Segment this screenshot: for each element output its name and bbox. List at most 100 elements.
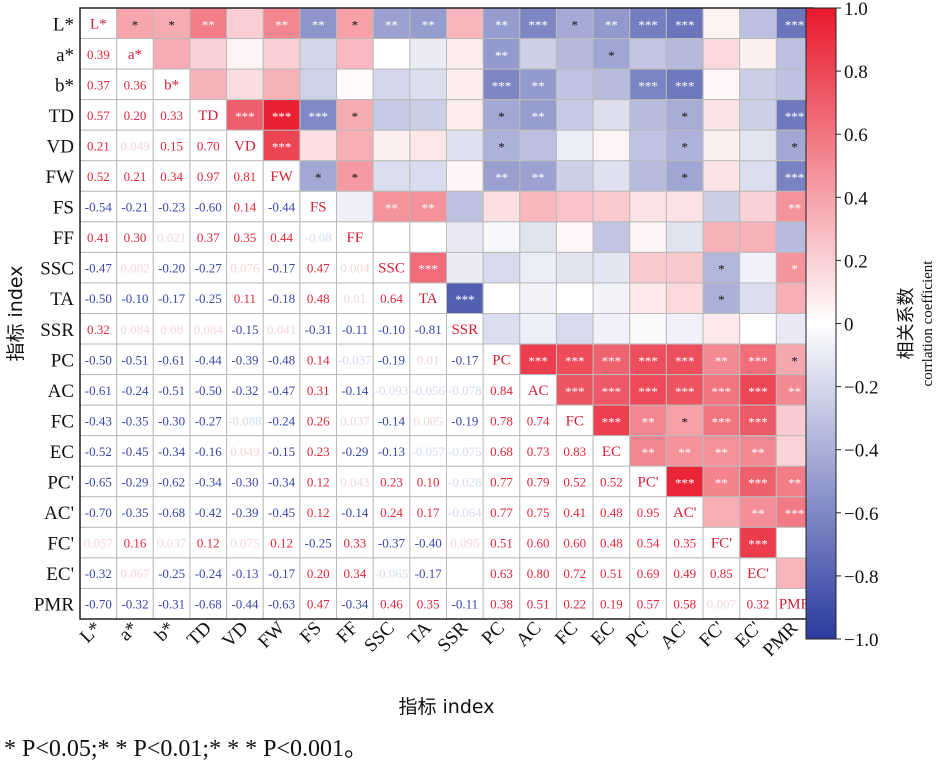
correlation-value: 0.48: [600, 536, 623, 551]
upper-cell: [372, 68, 411, 101]
lower-cell: [226, 374, 264, 406]
correlation-value: 0.043: [340, 475, 369, 490]
correlation-value: -0.51: [121, 352, 148, 367]
upper-cell: [189, 38, 228, 70]
significance-stars: ***: [748, 537, 768, 552]
correlation-value: 0.46: [380, 597, 403, 612]
significance-stars: **: [788, 476, 801, 491]
lower-cell: [152, 282, 191, 315]
x-tick-label: a*: [115, 618, 143, 646]
diagonal-label: b*: [164, 77, 179, 93]
diagonal-label: EC': [747, 566, 769, 582]
correlation-value: 0.10: [417, 475, 440, 490]
upper-cell: [519, 313, 557, 345]
lower-cell: [262, 282, 301, 315]
upper-cell: [152, 38, 191, 70]
significance-stars: ***: [675, 17, 695, 32]
correlation-value: 0.19: [600, 597, 623, 612]
lower-cell: [189, 190, 228, 223]
correlation-value: -0.81: [415, 322, 442, 337]
upper-cell: [299, 7, 338, 40]
upper-cell: [739, 38, 777, 70]
lower-cell: [409, 313, 448, 345]
lower-cell: [262, 557, 301, 589]
upper-cell: [555, 251, 594, 284]
significance-stars: **: [605, 17, 618, 32]
correlation-value: -0.37: [378, 536, 406, 551]
significance-stars: *: [498, 139, 505, 154]
correlation-value: 0.75: [527, 505, 550, 520]
correlation-value: -0.40: [415, 536, 442, 551]
lower-cell: [262, 190, 301, 223]
lower-cell: [409, 496, 448, 528]
significance-stars: *: [352, 109, 359, 124]
diagonal-label: FW: [270, 169, 293, 185]
correlation-value: 0.021: [157, 230, 186, 245]
upper-cell: [665, 374, 704, 406]
upper-cell: [629, 160, 667, 192]
upper-cell: [592, 38, 631, 70]
upper-cell: [739, 374, 777, 406]
lower-cell: [189, 557, 228, 589]
significance-stars: ***: [675, 353, 695, 368]
colorbar-tick-label: 0.6: [844, 125, 868, 146]
y-tick-label: AC: [48, 381, 74, 402]
x-tick-label: VD: [218, 618, 252, 652]
x-tick-label: FC: [551, 618, 582, 649]
correlation-value: -0.10: [378, 322, 405, 337]
correlation-value: 0.15: [160, 138, 183, 153]
upper-cell: [629, 313, 667, 345]
upper-cell: [226, 7, 264, 40]
lower-cell: [372, 587, 411, 620]
lower-cell: [189, 496, 228, 528]
upper-cell: [555, 343, 594, 376]
diagonal-cell: [262, 160, 301, 192]
lower-cell: [446, 557, 484, 589]
y-tick-label: SSC: [40, 259, 74, 280]
upper-cell: [409, 68, 448, 101]
lower-cell: [446, 374, 484, 406]
correlation-value: -0.064: [448, 505, 482, 520]
significance-stars: *: [718, 292, 725, 307]
correlation-value: -0.63: [268, 597, 295, 612]
significance-stars: *: [572, 17, 579, 32]
upper-cell: [592, 313, 631, 345]
significance-stars: *: [315, 170, 322, 185]
x-tick-label: AC': [656, 618, 692, 654]
lower-cell: [336, 404, 374, 437]
lower-cell: [482, 526, 521, 559]
upper-cell: [739, 68, 777, 101]
correlation-value: 0.72: [563, 566, 586, 581]
x-tick-label: SSC: [360, 618, 399, 657]
upper-cell: [665, 160, 704, 192]
correlation-value: -0.34: [268, 475, 296, 490]
upper-cell: [702, 38, 741, 70]
significance-stars: **: [715, 445, 728, 460]
significance-stars: **: [312, 17, 325, 32]
significance-stars: *: [681, 414, 688, 429]
lower-cell: [262, 313, 301, 345]
correlation-value: -0.27: [195, 261, 223, 276]
correlation-value: 0.51: [527, 597, 550, 612]
upper-cell: [519, 221, 557, 253]
correlation-value: -0.39: [231, 352, 258, 367]
significance-stars: **: [385, 17, 398, 32]
upper-cell: [592, 404, 631, 437]
correlation-value: 0.69: [637, 566, 660, 581]
correlation-value: 0.57: [637, 597, 660, 612]
diagonal-label: a*: [128, 47, 142, 63]
x-tick-label: EC: [587, 618, 619, 650]
lower-cell: [336, 251, 374, 284]
correlation-value: -0.14: [341, 505, 369, 520]
correlation-value: -0.44: [268, 200, 296, 215]
significance-stars: ***: [748, 353, 768, 368]
upper-cell: [739, 465, 777, 498]
upper-cell: [702, 374, 741, 406]
correlation-value: 0.78: [490, 413, 513, 428]
correlation-value: -0.60: [195, 200, 222, 215]
correlation-value: -0.23: [158, 200, 185, 215]
upper-cell: [629, 343, 667, 376]
lower-cell: [409, 404, 448, 437]
lower-cell: [79, 496, 118, 528]
correlation-value: -0.028: [448, 475, 482, 490]
